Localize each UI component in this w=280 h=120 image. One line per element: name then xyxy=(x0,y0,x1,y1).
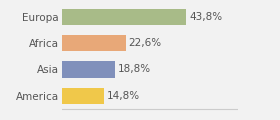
Text: 18,8%: 18,8% xyxy=(118,64,151,75)
Bar xyxy=(62,35,126,51)
Bar xyxy=(62,61,115,78)
Text: 14,8%: 14,8% xyxy=(107,91,140,101)
Text: 43,8%: 43,8% xyxy=(189,12,222,22)
Bar xyxy=(62,88,104,104)
Bar xyxy=(62,9,186,25)
Text: 22,6%: 22,6% xyxy=(129,38,162,48)
